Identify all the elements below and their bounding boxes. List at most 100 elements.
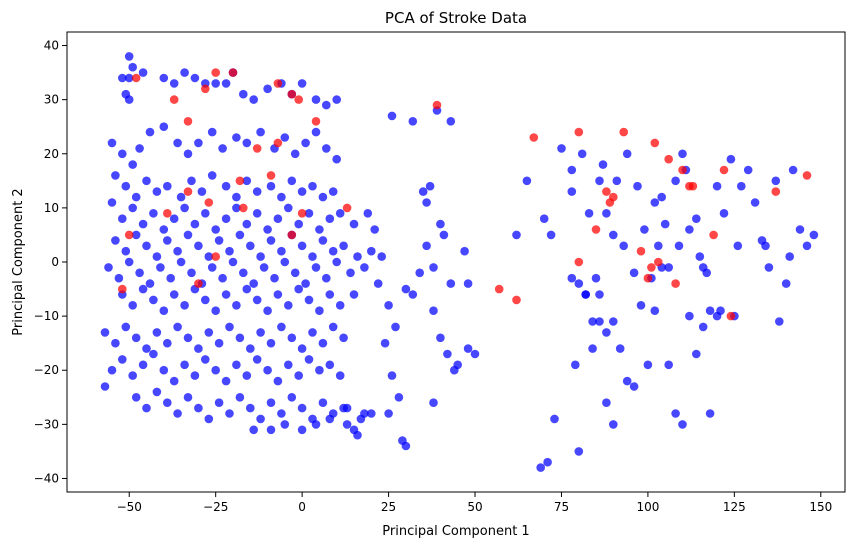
blue-point xyxy=(685,311,694,321)
blue-point xyxy=(287,333,297,343)
red-point xyxy=(678,165,687,175)
blue-point xyxy=(176,257,186,267)
blue-point xyxy=(685,225,694,234)
red-point xyxy=(609,192,618,202)
blue-point xyxy=(166,273,175,283)
blue-point xyxy=(159,365,169,375)
blue-point xyxy=(619,241,628,251)
blue-point xyxy=(609,420,618,429)
blue-point xyxy=(211,225,220,234)
blue-point xyxy=(256,414,265,424)
blue-point xyxy=(422,198,431,207)
blue-point xyxy=(232,192,241,202)
blue-point xyxy=(138,284,148,294)
blue-point xyxy=(128,160,137,169)
blue-point xyxy=(221,376,231,386)
blue-point xyxy=(304,209,314,218)
blue-point xyxy=(252,187,262,196)
blue-point xyxy=(290,268,300,278)
blue-point xyxy=(235,393,245,402)
blue-point xyxy=(190,219,200,229)
blue-point xyxy=(574,279,584,288)
blue-point xyxy=(567,187,577,196)
red-point xyxy=(432,100,442,110)
blue-point xyxy=(239,89,248,99)
y-tick-label: 30 xyxy=(44,93,59,107)
blue-point xyxy=(232,133,241,142)
blue-point xyxy=(263,84,272,94)
blue-point xyxy=(207,127,217,137)
blue-point xyxy=(802,241,812,251)
blue-point xyxy=(446,117,456,126)
blue-point xyxy=(726,154,736,164)
blue-point xyxy=(429,306,438,316)
blue-point xyxy=(111,236,120,245)
blue-point xyxy=(785,252,794,261)
blue-point xyxy=(546,230,556,240)
blue-point xyxy=(211,365,220,375)
blue-point xyxy=(328,322,338,332)
blue-point xyxy=(705,409,715,418)
blue-point xyxy=(142,403,151,413)
blue-point xyxy=(318,236,328,245)
blue-point xyxy=(602,328,611,337)
blue-point xyxy=(131,230,141,240)
blue-point xyxy=(204,328,214,337)
red-point xyxy=(494,284,504,294)
y-tick-label: −40 xyxy=(34,471,59,485)
blue-point xyxy=(180,360,189,370)
blue-point xyxy=(294,284,304,294)
blue-point xyxy=(246,241,255,251)
blue-point xyxy=(671,409,680,418)
blue-point xyxy=(214,236,224,245)
red-point xyxy=(183,187,193,196)
blue-point xyxy=(353,252,362,261)
blue-point xyxy=(443,349,452,359)
blue-point xyxy=(664,263,673,272)
blue-point xyxy=(280,420,290,429)
blue-point xyxy=(602,209,611,218)
blue-point xyxy=(588,317,597,326)
red-point xyxy=(266,171,276,180)
blue-point xyxy=(124,95,134,104)
blue-point xyxy=(173,409,182,418)
blue-point xyxy=(104,263,113,272)
blue-point xyxy=(183,333,193,343)
blue-point xyxy=(315,225,324,234)
blue-point xyxy=(297,241,307,251)
red-point xyxy=(273,138,283,148)
red-point xyxy=(671,279,680,288)
blue-point xyxy=(422,241,431,251)
blue-point xyxy=(256,252,265,261)
blue-point xyxy=(335,301,345,310)
red-point xyxy=(204,198,214,207)
data-points xyxy=(100,52,819,472)
blue-point xyxy=(235,230,245,240)
blue-point xyxy=(297,187,307,196)
blue-point xyxy=(719,209,729,218)
blue-point xyxy=(280,257,290,267)
blue-point xyxy=(370,225,380,234)
blue-point xyxy=(121,322,131,332)
blue-point xyxy=(571,360,580,370)
y-tick-label: −20 xyxy=(34,363,59,377)
red-point xyxy=(529,133,539,142)
blue-point xyxy=(211,306,220,316)
x-tick-label: 75 xyxy=(554,500,569,514)
blue-point xyxy=(761,241,770,251)
blue-point xyxy=(695,252,705,261)
blue-point xyxy=(325,414,335,424)
blue-point xyxy=(249,95,258,104)
blue-point xyxy=(277,246,286,256)
blue-point xyxy=(221,214,231,223)
blue-point xyxy=(308,252,317,261)
blue-point xyxy=(169,376,179,386)
blue-point xyxy=(367,409,376,418)
red-point xyxy=(650,138,660,148)
blue-point xyxy=(391,322,400,332)
blue-point xyxy=(273,376,283,386)
red-point xyxy=(273,79,283,88)
blue-point xyxy=(654,241,663,251)
blue-point xyxy=(360,263,369,272)
